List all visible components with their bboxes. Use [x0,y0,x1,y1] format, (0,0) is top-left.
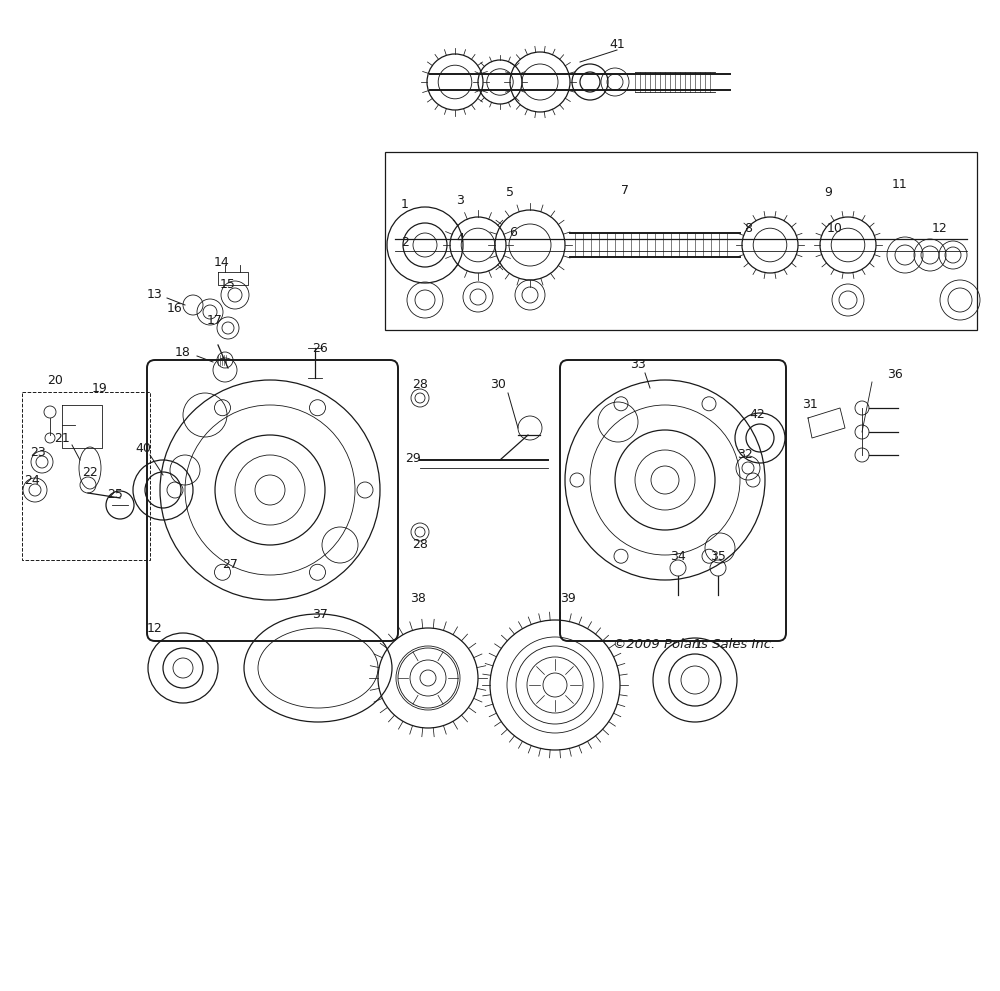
Text: 38: 38 [410,592,426,605]
Text: 6: 6 [509,226,517,239]
Text: 30: 30 [490,379,506,391]
Text: 21: 21 [54,431,70,445]
Text: 34: 34 [670,550,686,564]
Text: 14: 14 [214,257,230,270]
Text: 12: 12 [932,222,948,235]
Text: 42: 42 [749,408,765,421]
Text: 26: 26 [312,342,328,355]
Text: 9: 9 [824,185,832,198]
Text: 24: 24 [24,474,40,487]
Text: 40: 40 [135,442,151,455]
Text: 1: 1 [401,198,409,211]
Bar [22,392,150,560]
Text: 29: 29 [405,452,421,465]
Text: 15: 15 [220,278,236,291]
Text: 17: 17 [207,313,223,326]
Text: 3: 3 [456,193,464,206]
Text: 25: 25 [107,489,123,501]
Text: 1: 1 [694,638,702,651]
Text: 37: 37 [312,608,328,621]
Text: 19: 19 [92,382,108,394]
Text: 5: 5 [506,185,514,198]
Text: 13: 13 [147,288,163,301]
Text: 27: 27 [222,559,238,572]
Text: 4: 4 [456,232,464,245]
Text: 23: 23 [30,446,46,459]
Text: 39: 39 [560,592,576,605]
Text: 28: 28 [412,538,428,552]
Text: 12: 12 [147,621,163,634]
Text: 7: 7 [621,183,629,196]
Text: 22: 22 [82,466,98,479]
Text: 16: 16 [167,301,183,314]
Text: 8: 8 [744,222,752,235]
Text: 35: 35 [710,550,726,564]
Bar [385,152,977,330]
Text: 41: 41 [609,39,625,52]
Text: 2: 2 [401,237,409,250]
Text: 28: 28 [412,379,428,391]
Text: 33: 33 [630,359,646,372]
Text: 20: 20 [47,374,63,386]
Text: 18: 18 [175,346,191,359]
Text: 11: 11 [892,178,908,191]
Text: 36: 36 [887,369,903,382]
Text: ©2009 Polaris Sales Inc.: ©2009 Polaris Sales Inc. [613,638,775,651]
Text: 31: 31 [802,398,818,411]
Text: 32: 32 [737,449,753,462]
Text: 10: 10 [827,222,843,235]
